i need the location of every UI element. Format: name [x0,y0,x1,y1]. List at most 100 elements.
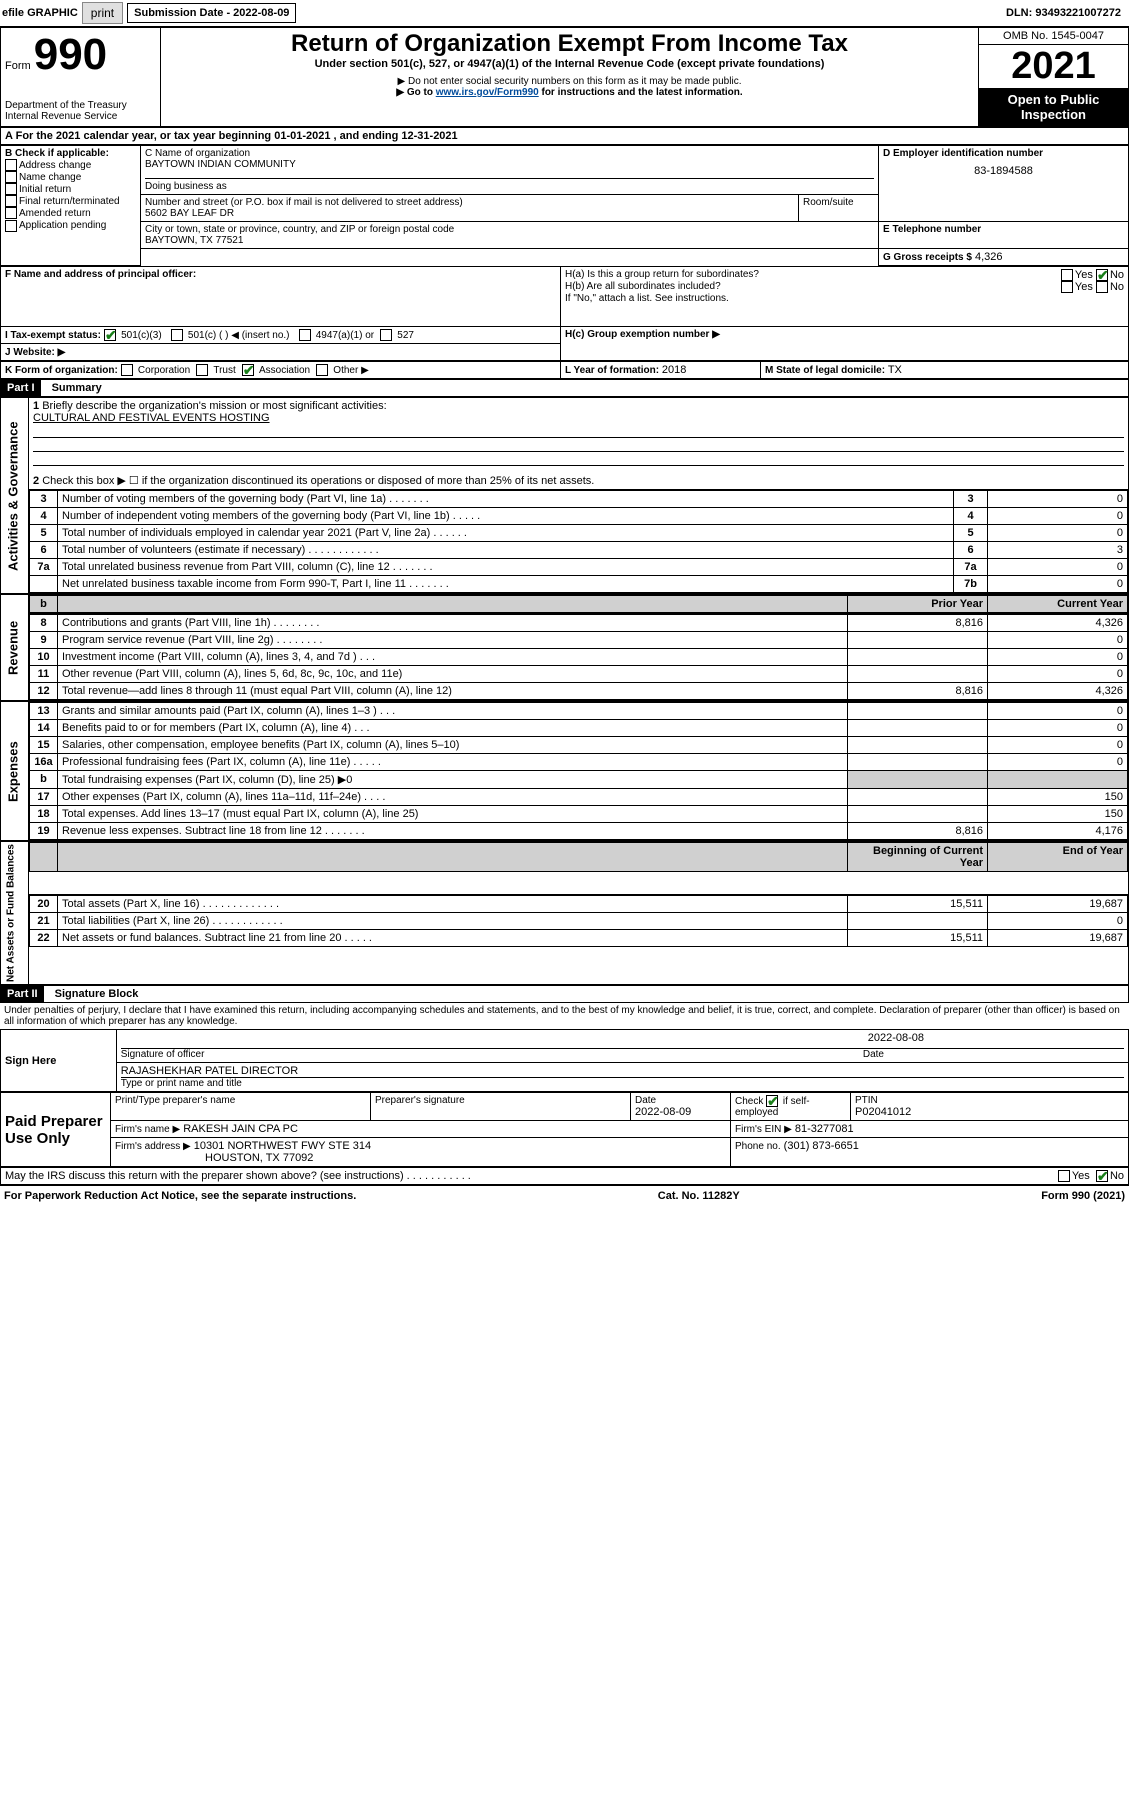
a-text: For the 2021 calendar year, or tax year … [16,130,275,142]
dba-label: Doing business as [145,178,874,192]
part1-title: Summary [44,382,102,394]
ha-label: H(a) Is this a group return for subordin… [565,269,759,281]
firm-addr-label: Firm's address ▶ [115,1141,191,1152]
f-label: F Name and address of principal officer: [5,269,556,280]
footer-mid: Cat. No. 11282Y [658,1190,740,1202]
prep-name-label: Print/Type preparer's name [115,1095,366,1106]
i-opt4: 527 [397,330,414,341]
officer-name: RAJASHEKHAR PATEL DIRECTOR [121,1065,1124,1077]
part1-label: Part I [1,380,41,396]
l-value: 2018 [662,364,686,376]
b-label: B Check if applicable: [5,148,136,159]
gov-lines: 3Number of voting members of the governi… [29,490,1128,593]
sign-here-table: Sign Here 2022-08-08 Signature of office… [0,1029,1129,1092]
firm-addr2: HOUSTON, TX 77092 [115,1152,313,1164]
form-subtitle: Under section 501(c), 527, or 4947(a)(1)… [165,58,974,70]
discuss-row: May the IRS discuss this return with the… [0,1167,1129,1185]
section-b-to-m: B Check if applicable: Address change Na… [0,145,1129,266]
a-label: A [5,130,16,142]
firm-name-label: Firm's name ▶ [115,1124,180,1135]
street-label: Number and street (or P.O. box if mail i… [145,197,794,208]
city-label: City or town, state or province, country… [145,224,874,235]
phone-value: (301) 873-6651 [784,1140,859,1152]
vert-revenue: Revenue [1,595,29,701]
paid-label: Paid Preparer Use Only [1,1093,111,1167]
note-ssn: ▶ Do not enter social security numbers o… [165,76,974,87]
hb-label: H(b) Are all subordinates included? [565,281,721,293]
org-name: BAYTOWN INDIAN COMMUNITY [145,159,874,170]
section-f-h: F Name and address of principal officer:… [0,266,1129,361]
discuss-options: Yes No [1058,1170,1124,1182]
k-other: Other ▶ [333,365,368,376]
i-opt2: 501(c) ( ) ◀ (insert no.) [188,330,290,341]
current-year-hdr: Current Year [988,596,1128,613]
e-label: E Telephone number [883,224,1124,235]
m-value: TX [888,364,902,376]
line1-label: Briefly describe the organization's miss… [42,400,386,412]
b-opt-amended: Amended return [5,207,136,219]
a-begin: 01-01-2021 [274,130,330,142]
firm-ein: 81-3277081 [795,1123,854,1135]
irs-link[interactable]: www.irs.gov/Form990 [436,87,539,98]
part2-title: Signature Block [47,988,139,1000]
g-label: G Gross receipts $ [883,252,972,263]
k-label: K Form of organization: [5,365,118,376]
a-end: 12-31-2021 [401,130,457,142]
b-opt-address: Address change [5,159,136,171]
discuss-text: May the IRS discuss this return with the… [5,1170,471,1182]
irs-label: Internal Revenue Service [5,111,156,122]
omb-number: OMB No. 1545-0047 [979,28,1128,45]
hc-label: H(c) Group exemption number ▶ [565,329,1124,340]
paid-preparer-table: Paid Preparer Use Only Print/Type prepar… [0,1092,1129,1167]
open-public-badge: Open to Public Inspection [979,88,1128,126]
l-label: L Year of formation: [565,365,662,376]
note-link: ▶ Go to www.irs.gov/Form990 for instruct… [165,87,974,98]
sign-here-label: Sign Here [1,1030,117,1092]
self-employed: Check if self-employed [735,1096,810,1118]
tax-year: 2021 [979,45,1128,88]
prior-year-hdr: Prior Year [848,596,988,613]
ha-options: Yes No [1061,269,1124,281]
part1-revenue: Revenue bPrior YearCurrent Year 8Contrib… [0,594,1129,701]
part1-netassets: Net Assets or Fund Balances Beginning of… [0,841,1129,985]
street-value: 5602 BAY LEAF DR [145,208,794,219]
form-number: 990 [34,30,107,79]
prep-sig-label: Preparer's signature [375,1095,626,1106]
firm-ein-label: Firm's EIN ▶ [735,1124,792,1135]
section-k-l-m: K Form of organization: Corporation Trus… [0,361,1129,379]
toolbar: efile GRAPHIC print Submission Date - 20… [0,0,1129,27]
part1-expenses: Expenses 13Grants and similar amounts pa… [0,701,1129,841]
part1-header-row: Part I Summary [0,379,1129,397]
footer-left: For Paperwork Reduction Act Notice, see … [4,1190,356,1202]
print-button[interactable]: print [82,2,123,24]
b-opt-final: Final return/terminated [5,195,136,207]
b-opt-initial: Initial return [5,183,136,195]
vert-net: Net Assets or Fund Balances [1,842,29,985]
dln-label: DLN: 93493221007272 [1000,4,1127,22]
i-opt1: 501(c)(3) [121,330,162,341]
k-corp: Corporation [138,365,190,376]
submission-date: Submission Date - 2022-08-09 [127,3,296,23]
ptin-value: P02041012 [855,1106,1124,1118]
note-pre: ▶ Go to [396,87,435,98]
c-name-label: C Name of organization [145,148,874,159]
form-word: Form [5,60,31,72]
phone-label: Phone no. [735,1141,781,1152]
boy-hdr: Beginning of Current Year [848,843,988,872]
i-501c3-check [104,329,116,341]
vert-governance: Activities & Governance [1,398,29,594]
dept-label: Department of the Treasury [5,100,156,111]
note-post: for instructions and the latest informat… [539,87,743,98]
i-opt3: 4947(a)(1) or [316,330,374,341]
mission-text: CULTURAL AND FESTIVAL EVENTS HOSTING [33,412,1124,424]
sign-date-value: 2022-08-08 [121,1032,1124,1048]
eoy-hdr: End of Year [988,843,1128,872]
k-assoc: Association [259,365,310,376]
ein-value: 83-1894588 [883,165,1124,177]
section-a: A For the 2021 calendar year, or tax yea… [0,127,1129,145]
city-value: BAYTOWN, TX 77521 [145,235,874,246]
ptin-label: PTIN [855,1095,1124,1106]
efile-label: efile GRAPHIC [2,7,78,19]
i-label: I Tax-exempt status: [5,330,101,341]
part2-header-row: Part II Signature Block [0,985,1129,1003]
